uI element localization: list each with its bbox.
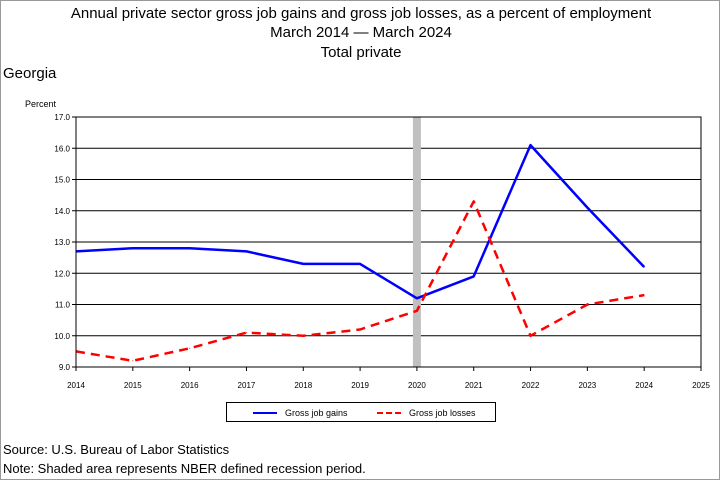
x-tick-label-2025: 2025 xyxy=(692,381,710,390)
data-point-losses-2019 xyxy=(359,329,361,330)
line-chart: 9.0 10.0 11.0 12.0 13.0 14.0 15.0 16.0 17.0 2014 2… xyxy=(54,113,710,390)
legend-label-losses: Gross job losses xyxy=(409,408,476,418)
x-tick-label-2016: 2016 xyxy=(181,381,199,390)
gridlines xyxy=(76,147,701,337)
data-point-losses-2016 xyxy=(189,347,191,349)
data-point-gains-2015 xyxy=(132,247,134,249)
data-point-losses-2020 xyxy=(416,310,418,312)
recession-band-layer xyxy=(412,117,421,367)
data-point-gains-2023 xyxy=(586,207,588,209)
data-point-gains-2020 xyxy=(416,297,418,299)
y-tick-label-14.0: 14.0 xyxy=(54,207,70,216)
legend: Gross job gains Gross job losses xyxy=(226,402,496,422)
x-tick-label-2019: 2019 xyxy=(351,381,369,390)
data-point-gains-2024 xyxy=(643,266,645,268)
region-label: Georgia xyxy=(3,65,57,82)
data-point-losses-2022 xyxy=(530,335,532,337)
x-tick-label-2015: 2015 xyxy=(124,381,142,390)
legend-swatch-gains xyxy=(253,412,277,414)
x-tick-label-2022: 2022 xyxy=(522,381,540,390)
y-tick-label-15.0: 15.0 xyxy=(54,176,70,185)
x-tick-label-2021: 2021 xyxy=(465,381,483,390)
series-line-losses xyxy=(75,200,645,363)
y-tick-label-13.0: 13.0 xyxy=(54,238,70,247)
chart-subtitle: Total private xyxy=(320,44,402,61)
legend-item-losses: Gross job losses xyxy=(377,407,476,419)
data-point-gains-2017 xyxy=(245,250,247,252)
data-point-losses-2023 xyxy=(586,304,588,305)
y-tick-label-12.0: 12.0 xyxy=(54,269,70,278)
x-tick-label-2017: 2017 xyxy=(238,381,256,390)
data-point-gains-2018 xyxy=(302,263,304,265)
chart-title: Annual private sector gross job gains an… xyxy=(70,5,652,22)
y-tick-label-16.0: 16.0 xyxy=(54,144,70,153)
data-point-gains-2019 xyxy=(359,263,361,265)
data-point-gains-2016 xyxy=(189,247,191,249)
x-tick-label-2014: 2014 xyxy=(67,381,85,390)
data-point-gains-2022 xyxy=(530,144,532,146)
y-tick-label-9.0: 9.0 xyxy=(59,363,71,372)
data-point-losses-2021 xyxy=(473,200,475,202)
series-layer xyxy=(75,143,646,363)
chart-date-range: March 2014 — March 2024 xyxy=(270,24,452,41)
data-point-gains-2021 xyxy=(473,275,475,277)
y-tick-label-11.0: 11.0 xyxy=(55,301,71,310)
axes: 9.0 10.0 11.0 12.0 13.0 14.0 15.0 16.0 17.0 2014 2… xyxy=(54,113,710,390)
legend-swatch-losses xyxy=(377,412,401,414)
y-tick-label-17.0: 17.0 xyxy=(54,113,70,122)
y-tick-label-10.0: 10.0 xyxy=(54,332,70,341)
recession-note: Note: Shaded area represents NBER define… xyxy=(3,461,366,476)
legend-label-gains: Gross job gains xyxy=(285,408,348,418)
data-point-losses-2018 xyxy=(302,335,304,337)
data-point-losses-2017 xyxy=(245,332,247,334)
legend-item-gains: Gross job gains xyxy=(253,407,348,419)
data-point-losses-2024 xyxy=(643,294,645,296)
data-point-losses-2015 xyxy=(132,360,134,362)
source-note: Source: U.S. Bureau of Labor Statistics xyxy=(3,442,230,457)
x-tick-label-2018: 2018 xyxy=(294,381,312,390)
series-line-gains xyxy=(75,143,646,300)
x-tick-label-2020: 2020 xyxy=(408,381,426,390)
x-tick-label-2024: 2024 xyxy=(635,381,653,390)
x-tick-label-2023: 2023 xyxy=(578,381,596,390)
recession-band xyxy=(412,117,421,367)
y-axis-label: Percent xyxy=(25,99,57,109)
